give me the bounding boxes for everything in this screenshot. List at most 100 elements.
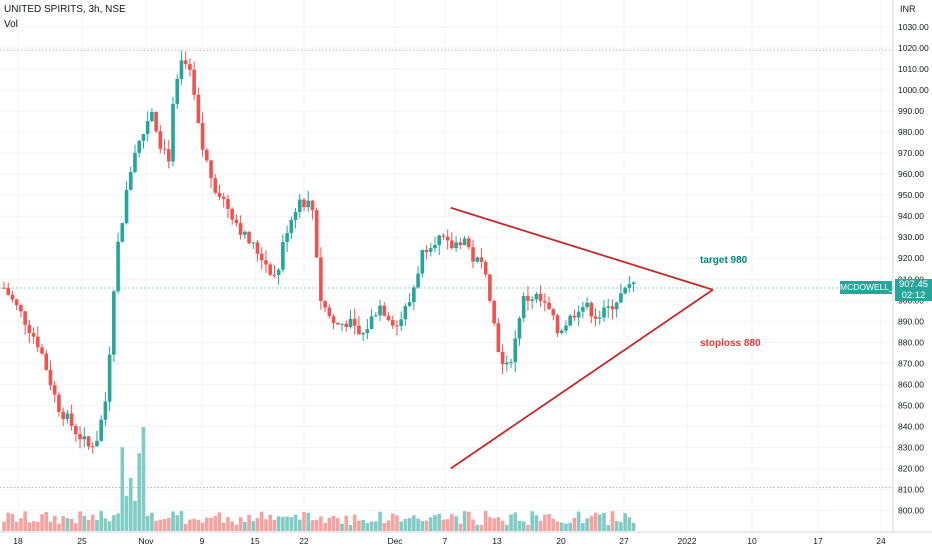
trendline-upper[interactable] xyxy=(450,206,714,291)
y-tick-label: 860.00 xyxy=(898,379,924,389)
candle-body xyxy=(171,103,175,162)
candle-body xyxy=(297,199,302,213)
x-tick-label: 27 xyxy=(619,536,629,546)
candle-body xyxy=(226,198,230,209)
volume-bar xyxy=(116,513,120,531)
volume-bar xyxy=(454,516,458,531)
price-axis[interactable]: 1030.00 1020.00 1010.00 1000.00 990.00 980.00… xyxy=(898,22,929,515)
trendline-lower[interactable] xyxy=(450,289,714,470)
volume-bar xyxy=(323,522,327,531)
candle-body xyxy=(357,325,361,335)
volume-bar xyxy=(492,518,496,531)
volume-bar xyxy=(264,519,268,531)
volume-bar xyxy=(196,519,201,531)
volume-bar xyxy=(36,521,40,531)
volume-bar xyxy=(428,517,433,531)
volume-bar xyxy=(483,511,488,531)
y-tick-label: 970.00 xyxy=(898,148,924,158)
volume-bar xyxy=(179,511,184,531)
candle-body xyxy=(340,323,344,325)
candle-body xyxy=(610,306,615,310)
candle-body xyxy=(458,242,463,246)
y-tick-label: 1000.00 xyxy=(898,85,929,95)
time-axis[interactable]: 18 25 Nov 9 15 22 Dec 7 13 20 27 2022 10 17 24 xyxy=(13,536,886,546)
volume-bar xyxy=(31,521,36,531)
x-tick-label: 24 xyxy=(876,536,886,546)
volume-bar xyxy=(559,522,564,531)
grid xyxy=(0,0,893,532)
horizontal-levels xyxy=(0,49,893,488)
candle-body xyxy=(564,325,568,331)
volume-bar xyxy=(234,524,239,531)
volume-bar xyxy=(538,520,543,531)
volume-bar xyxy=(61,515,65,531)
x-tick-label: 15 xyxy=(250,536,260,546)
candle-body xyxy=(466,238,471,248)
candle-body xyxy=(433,244,437,249)
volume-bar xyxy=(112,515,116,531)
candle-body xyxy=(205,149,209,161)
candle-body xyxy=(255,242,260,254)
volume-bar xyxy=(631,522,636,531)
candle-body xyxy=(264,260,268,265)
candle-body xyxy=(141,134,146,141)
x-tick-label: 7 xyxy=(443,536,448,546)
candle-body xyxy=(293,212,298,220)
volume-bar xyxy=(82,516,87,531)
volume-bar xyxy=(623,513,627,531)
volume-bar xyxy=(407,518,412,531)
candle-body xyxy=(99,419,103,441)
candle-body xyxy=(395,325,399,327)
volume-bar xyxy=(416,518,420,531)
candle-body xyxy=(543,301,547,303)
x-tick-label: 18 xyxy=(13,536,23,546)
last-price: 907.45 xyxy=(898,279,929,290)
volume-bar xyxy=(602,512,606,531)
candle-body xyxy=(145,121,150,135)
candle-body xyxy=(386,315,391,321)
candle-body xyxy=(154,111,158,132)
volume-bar xyxy=(471,519,475,531)
y-tick-label: 960.00 xyxy=(898,169,924,179)
y-tick-label: 840.00 xyxy=(898,421,924,431)
volume-bar xyxy=(226,517,230,531)
volume-bar xyxy=(247,514,251,531)
candle-body xyxy=(361,332,365,335)
candle-body xyxy=(348,318,353,327)
y-tick-label: 890.00 xyxy=(898,316,924,326)
candle-body xyxy=(551,309,556,316)
volume-bar xyxy=(40,514,44,531)
candle-body xyxy=(365,329,370,333)
candle-body xyxy=(488,274,492,301)
volume-bar xyxy=(395,515,399,531)
candle-body xyxy=(27,324,32,334)
y-tick-label: 990.00 xyxy=(898,106,924,116)
volume-bar xyxy=(627,517,632,531)
candle-body xyxy=(327,307,332,317)
volume-bar xyxy=(462,511,467,531)
volume-bar xyxy=(137,453,142,531)
triangle-trendlines xyxy=(450,206,714,470)
candle-body xyxy=(162,148,167,150)
volume-bar xyxy=(10,514,15,531)
candle-body xyxy=(200,122,205,150)
candle-body xyxy=(420,250,425,274)
volume-bar xyxy=(458,523,463,531)
y-tick-label: 920.00 xyxy=(898,253,924,263)
x-tick-label: 13 xyxy=(492,536,502,546)
volume-bar xyxy=(133,500,137,531)
volume-bar xyxy=(378,511,382,531)
bar-countdown: 02:12 xyxy=(901,290,926,301)
volume-bar xyxy=(268,514,272,531)
volume-bar xyxy=(619,522,623,531)
volume-bar xyxy=(6,512,11,531)
candle-body xyxy=(454,242,458,249)
volume-bar xyxy=(352,514,357,531)
volume-bar xyxy=(69,518,74,531)
candle-body xyxy=(281,241,285,270)
currency-label: INR xyxy=(900,4,916,14)
candle-body xyxy=(213,178,218,193)
x-tick-label: 20 xyxy=(556,536,566,546)
candle-body xyxy=(150,111,154,122)
